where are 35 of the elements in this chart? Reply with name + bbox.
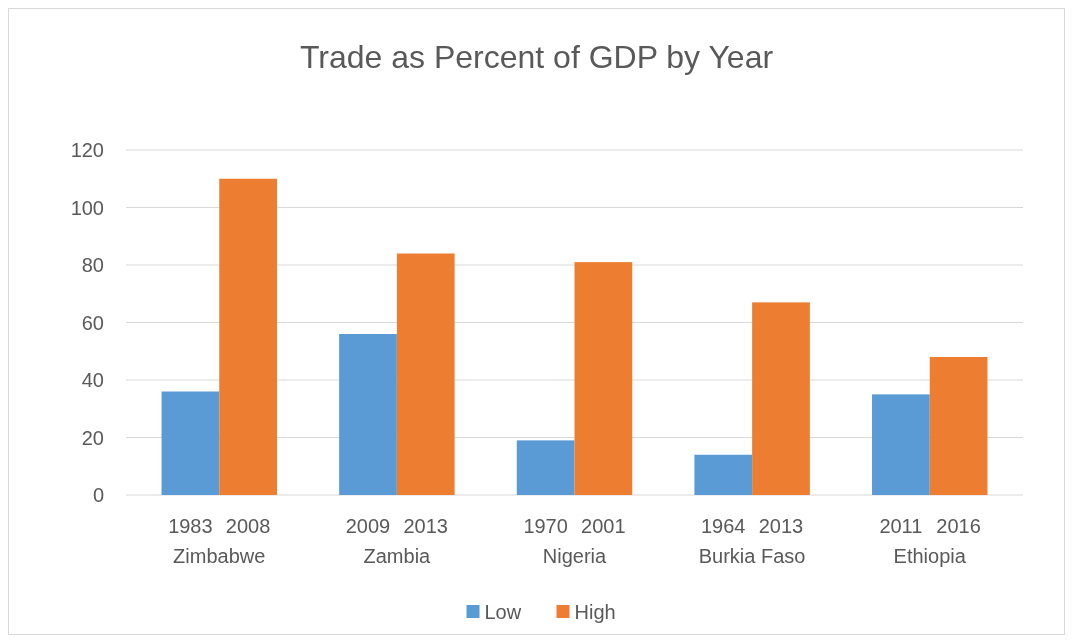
y-tick-label: 60 [81, 311, 104, 334]
x-tick-label: Zambia [363, 545, 432, 567]
text: 2016 [936, 515, 981, 537]
bar [872, 394, 930, 495]
y-tick-label: 0 [92, 484, 104, 506]
bar [396, 253, 455, 495]
y-tick-label: 100 [70, 196, 104, 219]
legend-label: High [574, 601, 616, 623]
legend-label: Low [484, 601, 522, 623]
text: 2013 [403, 515, 448, 537]
bar [694, 454, 753, 495]
text: 1970 [523, 515, 568, 537]
text: 1964 [701, 515, 746, 537]
chart-title: Trade as Percent of GDP by Year [299, 39, 774, 75]
y-tick-label: 20 [81, 426, 104, 449]
x-tick-label: Ethiopia [893, 545, 967, 567]
bar [161, 391, 220, 495]
bar [574, 262, 633, 495]
y-tick-label: 80 [81, 254, 104, 276]
text: 1983 [168, 515, 213, 537]
text: 2013 [758, 515, 804, 537]
x-tick-label: Nigeria [542, 545, 608, 567]
bar [339, 334, 397, 495]
bar [219, 178, 277, 495]
y-tick-label: 40 [81, 369, 104, 391]
x-tick-label: Zimbabwe [173, 545, 266, 567]
bar [752, 302, 810, 495]
text: 2008 [225, 515, 271, 537]
text: 2009 [345, 515, 391, 537]
bar [516, 440, 575, 495]
text: 2001 [581, 515, 626, 537]
text: 2011 [879, 515, 923, 537]
y-tick-label: 120 [70, 139, 104, 161]
x-tick-label: Burkia Faso [698, 545, 806, 567]
bar [929, 357, 988, 495]
